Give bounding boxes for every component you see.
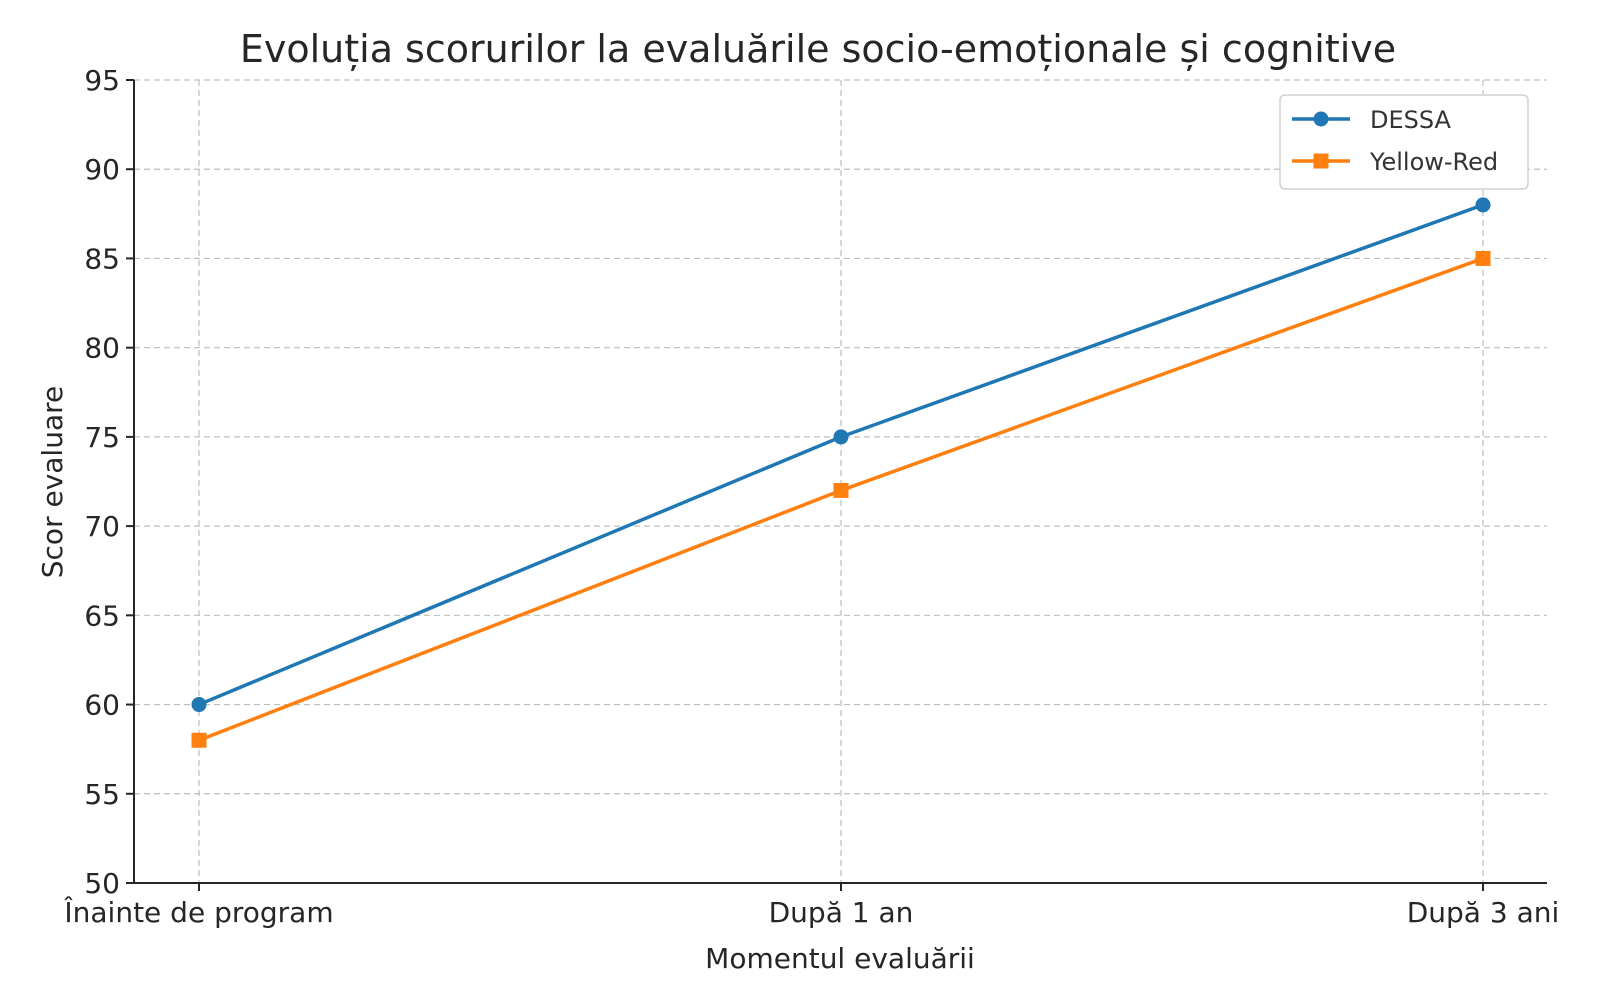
x-tick-label: Înainte de program (63, 895, 333, 929)
y-tick-label: 95 (84, 64, 120, 97)
series-group (191, 197, 1491, 748)
grid (134, 79, 1547, 883)
y-tick-label: 70 (84, 510, 120, 543)
data-point (1475, 250, 1491, 266)
x-ticks: Înainte de program După 1 an După 3 ani (63, 883, 1559, 929)
y-tick-label: 90 (84, 153, 120, 186)
x-tick-label: După 1 an (769, 896, 914, 929)
data-point (191, 732, 207, 748)
legend-marker (1313, 153, 1329, 169)
x-axis-label: Momentul evaluării (705, 942, 975, 975)
legend-label: Yellow-Red (1369, 148, 1498, 176)
y-tick-label: 60 (84, 689, 120, 722)
legend-label: DESSA (1370, 106, 1452, 134)
data-point (833, 482, 849, 498)
data-point (833, 429, 849, 445)
chart-title: Evoluția scorurilor la evaluările socio-… (240, 27, 1396, 71)
data-point (191, 697, 207, 713)
y-tick-label: 85 (84, 242, 120, 275)
y-tick-label: 80 (84, 332, 120, 365)
y-tick-label: 75 (84, 421, 120, 454)
legend-marker (1313, 111, 1329, 127)
y-axis-label: Scor evaluare (36, 386, 69, 578)
legend: DESSA Yellow-Red (1279, 94, 1529, 190)
y-tick-label: 65 (84, 599, 120, 632)
data-point (1475, 197, 1491, 213)
y-tick-label: 50 (84, 867, 120, 900)
x-tick-label: După 3 ani (1407, 896, 1560, 929)
y-ticks: 50 55 60 65 70 75 80 85 90 95 (84, 64, 134, 900)
y-tick-label: 55 (84, 778, 120, 811)
